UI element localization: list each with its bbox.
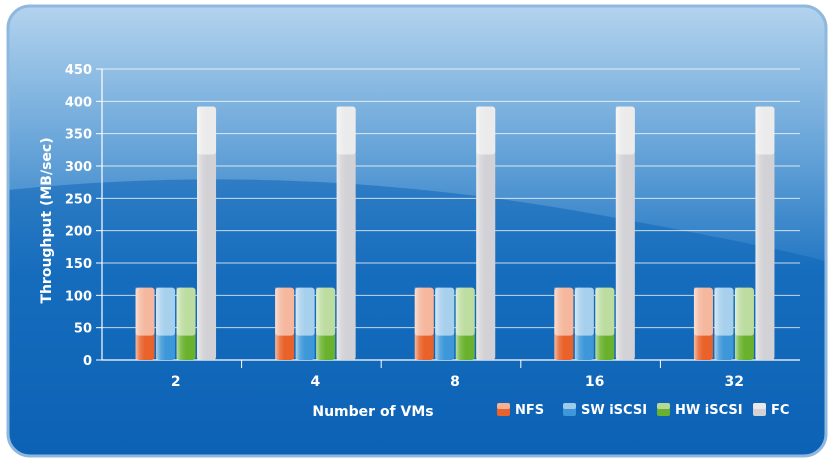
bar-sheen <box>435 287 445 360</box>
legend-swatch-gloss <box>657 403 670 409</box>
legend-swatch-gloss <box>753 403 766 409</box>
bar-sheen <box>156 287 166 360</box>
x-tick-labels: 2 4 8 16 32 <box>171 374 744 390</box>
legend-label: HW iSCSI <box>675 403 743 418</box>
bar-sw-iscsi <box>714 287 734 360</box>
bar-sheen <box>755 106 765 360</box>
y-tick-label: 150 <box>65 257 92 272</box>
x-tick-label: 16 <box>585 374 604 390</box>
bar-fc <box>336 106 356 360</box>
y-tick-label: 400 <box>65 95 92 110</box>
gridlines <box>96 68 800 361</box>
y-tick-label: 200 <box>65 225 92 240</box>
bar-sheen <box>693 287 704 360</box>
bar-sheen <box>336 106 347 360</box>
y-tick-label: 300 <box>65 160 92 175</box>
bar-nfs <box>693 287 713 360</box>
legend-label: SW iSCSI <box>581 403 647 418</box>
bar-nfs <box>554 287 574 360</box>
bar-nfs <box>275 287 295 360</box>
legend-item-sw-iscsi: SW iSCSI <box>563 403 647 418</box>
legend-item-fc: FC <box>753 403 789 418</box>
bar-sheen <box>275 287 285 360</box>
y-tick-label: 0 <box>83 354 92 369</box>
x-tick-label: 4 <box>311 374 321 390</box>
bar-hw-iscsi <box>176 287 196 360</box>
bar-sheen <box>414 287 425 360</box>
bar-hw-iscsi <box>595 287 615 360</box>
bar-sw-iscsi <box>295 287 315 360</box>
bar-sheen <box>316 287 326 360</box>
bar-fc <box>755 106 775 360</box>
bar-sheen <box>574 287 585 360</box>
legend-item-nfs: NFS <box>497 403 544 418</box>
bar-sheen <box>135 287 146 360</box>
y-tick-label: 250 <box>65 192 92 207</box>
bar-fc <box>197 106 217 360</box>
bar-sheen <box>176 287 187 360</box>
bar-hw-iscsi <box>316 287 336 360</box>
bars <box>135 106 775 360</box>
bar-sw-iscsi <box>574 287 594 360</box>
bar-nfs <box>414 287 434 360</box>
bar-nfs <box>135 287 155 360</box>
bar-sw-iscsi <box>435 287 455 360</box>
y-tick-label: 50 <box>74 322 92 337</box>
x-tick-label: 2 <box>171 374 181 390</box>
bar-fc <box>615 106 635 360</box>
y-tick-labels: 0 50 100 150 200 250 300 350 400 450 <box>65 63 92 369</box>
x-axis-title: Number of VMs <box>312 404 433 420</box>
bar-hw-iscsi <box>455 287 475 360</box>
bar-sheen <box>295 287 306 360</box>
bar-sheen <box>595 287 605 360</box>
bar-sheen <box>476 106 486 360</box>
y-axis-title: Throughput (MB/sec) <box>39 137 55 303</box>
y-tick-label: 450 <box>65 63 92 78</box>
bar-sheen <box>455 287 466 360</box>
bar-sheen <box>554 287 564 360</box>
bar-sheen <box>734 287 745 360</box>
legend: NFS SW iSCSI HW iSCSI FC <box>497 403 789 418</box>
bar-hw-iscsi <box>734 287 754 360</box>
bar-fc <box>476 106 496 360</box>
x-tick-label: 8 <box>450 374 460 390</box>
y-tick-label: 350 <box>65 128 92 143</box>
y-tick-label: 100 <box>65 289 92 304</box>
legend-label: FC <box>771 403 789 418</box>
bar-sw-iscsi <box>156 287 176 360</box>
x-tick-label: 32 <box>724 374 743 390</box>
legend-swatch-gloss <box>497 403 510 409</box>
bar-sheen <box>615 106 626 360</box>
legend-item-hw-iscsi: HW iSCSI <box>657 403 743 418</box>
legend-label: NFS <box>515 403 544 418</box>
legend-swatch-gloss <box>563 403 576 409</box>
bar-sheen <box>714 287 724 360</box>
bar-sheen <box>197 106 207 360</box>
